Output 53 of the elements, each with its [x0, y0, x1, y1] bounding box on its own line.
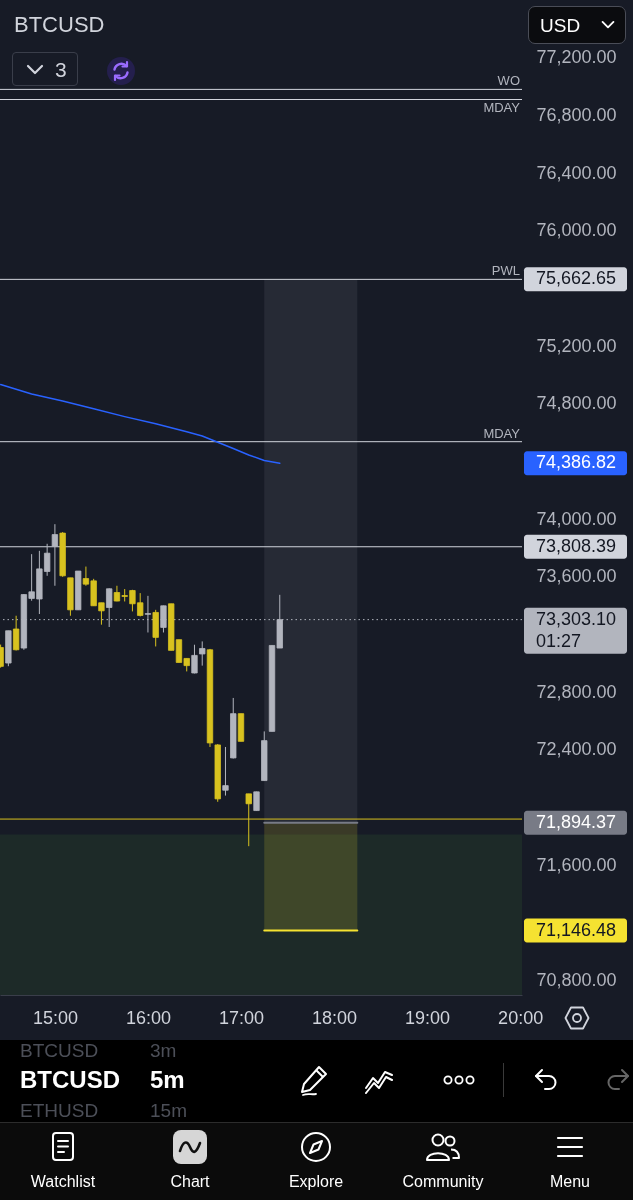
y-tick-label: 72,400.00 [536, 739, 617, 760]
candlestick [222, 746, 229, 797]
toggle-button: 3 [12, 52, 78, 86]
ref-line-label: MDAY [483, 425, 521, 441]
text: 01:27 [536, 630, 582, 651]
x-tick-label: 20:00 [498, 1007, 544, 1028]
text: BTCUSD [20, 1066, 120, 1093]
candlestick [160, 605, 167, 633]
text: Explore [287, 1173, 345, 1190]
y-tick-label: 71,600.00 [536, 854, 617, 875]
text: Watchlist [29, 1173, 97, 1190]
ref-line-label: MDAY [483, 99, 521, 115]
y-tick-label: 76,000.00 [536, 220, 617, 241]
y-tick-label: 72,800.00 [536, 681, 617, 702]
y-tick-label: 74,800.00 [536, 393, 617, 414]
y-tick-label: 77,200.00 [536, 47, 617, 68]
line-series [0, 383, 281, 465]
y-tick-label: 74,000.00 [536, 508, 617, 529]
x-tick-label: 16:00 [125, 1007, 171, 1028]
y-tick-label: 75,662.65 [536, 268, 617, 289]
y-tick-label: 73,600.00 [536, 566, 617, 587]
x-tick-label: 19:00 [405, 1007, 451, 1028]
text: 15m [150, 1099, 187, 1121]
x-tick-label: 18:00 [312, 1007, 358, 1028]
y-tick-label: 71,146.48 [536, 919, 617, 940]
candlestick [199, 640, 206, 667]
y-tick-label: 76,800.00 [536, 104, 617, 125]
annotation: 3 [55, 58, 67, 81]
text: Community [401, 1173, 485, 1190]
y-tick-label: 73,808.39 [536, 535, 617, 556]
candlestick [12, 615, 20, 651]
text: 3m [150, 1039, 177, 1061]
ref-line-label: WO [497, 73, 520, 89]
y-tick-label: 71,894.37 [536, 811, 617, 832]
y-tick-label: 70,800.00 [536, 970, 617, 991]
y-tick-label: 74,386.82 [536, 452, 617, 473]
text: Menu [549, 1173, 591, 1190]
text: 5m [150, 1066, 185, 1093]
candlestick [144, 595, 152, 633]
text: BTCUSD [20, 1039, 99, 1061]
candlestick [191, 644, 198, 674]
candlestick [253, 791, 260, 812]
y-tick-label: 75,200.00 [536, 335, 617, 356]
candlestick [51, 523, 59, 587]
text: ETHUSD [20, 1099, 99, 1121]
currency-select: USD [528, 6, 626, 44]
y-tick-label: 76,400.00 [536, 162, 617, 183]
x-tick-label: 17:00 [218, 1007, 265, 1028]
x-tick-label: 15:00 [32, 1007, 78, 1028]
text: Chart [169, 1173, 211, 1190]
y-tick-label: 73,303.10 [536, 608, 617, 629]
text: BTCUSD [14, 12, 105, 37]
ref-line-label: PWL [491, 263, 520, 279]
